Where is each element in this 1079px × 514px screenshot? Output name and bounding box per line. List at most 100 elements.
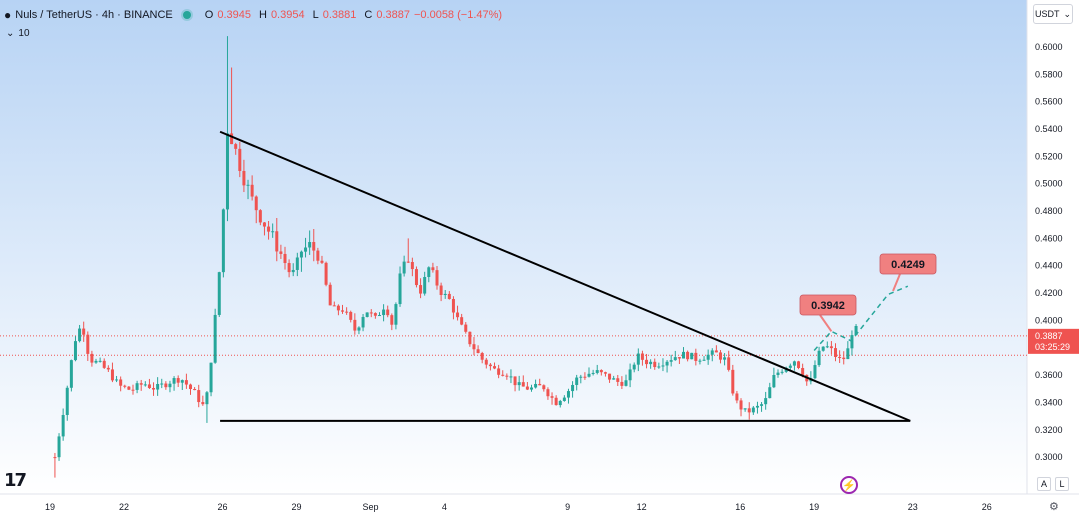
x-tick-label: 26 — [982, 502, 992, 512]
candle-body — [739, 400, 743, 410]
close-value: 0.3887 — [376, 9, 410, 21]
candle — [488, 363, 492, 371]
high-key: H — [258, 9, 267, 21]
candle — [608, 373, 612, 383]
candle — [624, 374, 628, 387]
x-tick-label: 9 — [565, 502, 570, 512]
candle-body — [710, 350, 714, 355]
candle-body — [628, 369, 632, 381]
candle — [493, 362, 497, 370]
candle-body — [357, 327, 361, 331]
forecast-path[interactable] — [813, 285, 909, 351]
candle — [258, 209, 262, 226]
candle — [82, 321, 86, 342]
candle-body — [143, 384, 147, 386]
candle-body — [332, 305, 336, 307]
candle — [821, 346, 825, 352]
volume-indicator[interactable]: ⌄ 10 — [6, 28, 30, 39]
candle-body — [698, 360, 702, 362]
candle — [431, 262, 435, 273]
candle-body — [398, 273, 402, 305]
symbol-title[interactable]: Nuls / TetherUS · 4h · BINANCE — [15, 9, 173, 21]
candle-body — [797, 361, 801, 369]
candle-body — [575, 377, 579, 385]
candle — [201, 395, 205, 406]
volume-value: 10 — [18, 28, 30, 39]
candle — [529, 384, 533, 392]
candle — [234, 142, 238, 155]
candle — [702, 356, 706, 361]
price-annotation[interactable]: 0.4249 — [879, 253, 937, 292]
candle — [731, 364, 735, 396]
candle — [205, 391, 209, 423]
candle — [283, 246, 287, 270]
candle — [657, 362, 661, 369]
candle-body — [768, 387, 772, 399]
candle-body — [250, 184, 254, 197]
candle — [295, 252, 299, 277]
descending-resistance-trendline[interactable] — [219, 130, 911, 422]
candle-body — [747, 408, 751, 413]
candle — [653, 358, 657, 370]
currency-select[interactable]: USDT ⌄ — [1033, 4, 1073, 24]
candle-body — [493, 366, 497, 369]
candle — [390, 313, 394, 331]
candle — [287, 259, 291, 278]
candle-body — [620, 381, 624, 386]
candle — [562, 395, 566, 402]
auto-scale-button[interactable]: A — [1037, 477, 1051, 491]
candle-body — [258, 210, 262, 223]
candle-body — [164, 383, 168, 388]
candle-body — [98, 360, 102, 362]
candle-body — [242, 170, 246, 186]
candle-body — [599, 370, 603, 373]
candle-body — [267, 226, 271, 232]
candle — [349, 310, 353, 323]
candle — [394, 302, 398, 330]
candle — [534, 379, 538, 389]
candle — [86, 331, 90, 361]
tradingview-logo[interactable]: 17 — [4, 470, 27, 491]
candle-body — [751, 407, 755, 413]
price-annotation[interactable]: 0.3942 — [799, 294, 857, 332]
chevron-down-icon[interactable]: ⌄ — [6, 28, 15, 39]
candle — [583, 372, 587, 380]
candle — [825, 341, 829, 349]
candle — [636, 348, 640, 372]
candle-body — [73, 341, 77, 361]
lightning-icon[interactable]: ⚡ — [840, 476, 858, 494]
x-tick-label: 22 — [119, 502, 129, 512]
candle — [842, 351, 846, 365]
candle-body — [538, 383, 542, 386]
candle-body — [180, 380, 184, 383]
candle-body — [299, 251, 303, 258]
candle — [373, 312, 377, 319]
candle-body — [546, 389, 550, 397]
candle-body — [834, 348, 838, 357]
y-tick-label: 0.3600 — [1035, 370, 1063, 380]
candle-body — [82, 328, 86, 335]
annotation-pointer — [892, 273, 901, 292]
candle-body — [513, 376, 517, 386]
candle-body — [410, 262, 414, 270]
countdown-label: 03:25:29 — [1035, 342, 1070, 352]
candle-body — [542, 385, 546, 390]
candle — [525, 381, 529, 391]
candle-body — [731, 369, 735, 394]
candle-body — [184, 380, 188, 385]
symbol-logo-icon: ● — [4, 8, 12, 22]
log-scale-button[interactable]: L — [1055, 477, 1069, 491]
candle-body — [304, 247, 308, 252]
candle — [632, 362, 636, 373]
candle — [797, 360, 801, 370]
candle — [410, 257, 414, 277]
candle — [238, 141, 242, 178]
candle — [254, 195, 258, 224]
candle — [267, 220, 271, 240]
candle-body — [694, 352, 698, 361]
candle — [57, 433, 61, 461]
candle — [480, 351, 484, 364]
gear-icon[interactable]: ⚙ — [1049, 501, 1059, 513]
candle — [193, 387, 197, 391]
